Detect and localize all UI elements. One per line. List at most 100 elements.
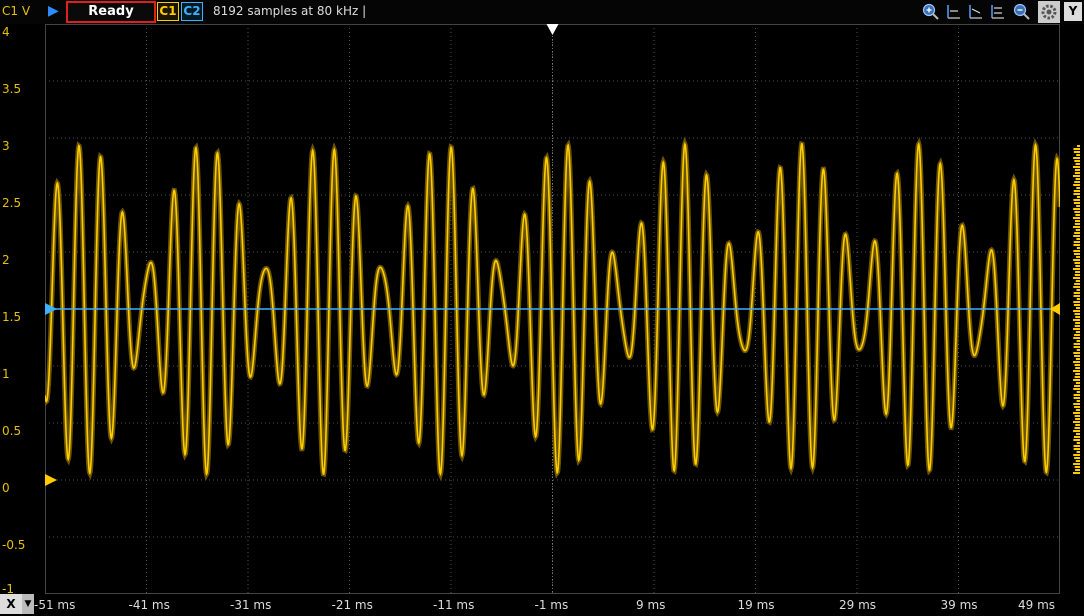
histogram-tick — [1073, 439, 1080, 441]
histogram-tick — [1075, 373, 1080, 375]
histogram-tick — [1073, 226, 1080, 228]
c1-trigger-level-marker — [1050, 303, 1060, 315]
histogram-tick — [1073, 430, 1080, 432]
histogram-tick — [1073, 175, 1080, 177]
y-tick-label: 3 — [2, 139, 10, 153]
histogram-tick — [1074, 181, 1080, 183]
x-tick-label: -31 ms — [230, 598, 272, 612]
x-tick-label: -41 ms — [128, 598, 170, 612]
histogram-tick — [1073, 199, 1080, 201]
y-tick-label: -0.5 — [2, 538, 26, 552]
y-tick-label: 3.5 — [2, 82, 22, 96]
histogram-tick — [1075, 469, 1080, 471]
x-tick-label: -11 ms — [433, 598, 475, 612]
histogram-tick — [1073, 337, 1080, 339]
histogram-tick — [1073, 151, 1080, 153]
histogram-tick — [1076, 289, 1080, 291]
histogram-tick — [1073, 193, 1080, 195]
histogram-tick — [1075, 178, 1080, 180]
histogram-tick — [1073, 310, 1080, 312]
histogram-tick — [1073, 244, 1080, 246]
histogram-tick — [1074, 172, 1080, 174]
trigger-time-marker — [546, 24, 559, 35]
histogram-tick — [1073, 208, 1080, 210]
traces — [45, 24, 1060, 486]
zoom-out-icon[interactable] — [1013, 3, 1031, 21]
y-tick-label: 2 — [2, 253, 10, 267]
histogram-tick — [1074, 274, 1080, 276]
status-button[interactable]: Ready — [66, 1, 156, 23]
histogram-tick — [1075, 409, 1080, 411]
histogram-tick — [1073, 412, 1080, 414]
histogram-tick — [1076, 340, 1080, 342]
y-tick-label: 0.5 — [2, 424, 22, 438]
histogram-tick — [1075, 433, 1080, 435]
histogram-tick — [1073, 295, 1080, 297]
histogram-tick — [1075, 382, 1080, 384]
histogram-tick — [1075, 271, 1080, 273]
histogram-tick — [1073, 445, 1080, 447]
histogram-tick — [1073, 148, 1080, 150]
y-tick-label: 2.5 — [2, 196, 22, 210]
x-axis-button[interactable]: X — [0, 594, 22, 614]
histogram-tick — [1077, 145, 1080, 147]
histogram-tick — [1075, 331, 1080, 333]
histogram-tick — [1075, 367, 1080, 369]
c1-channel-button[interactable]: C1 — [157, 2, 179, 21]
cursor-b-icon[interactable] — [966, 3, 984, 21]
histogram-tick — [1074, 283, 1080, 285]
histogram-tick — [1076, 349, 1080, 351]
histogram-tick — [1074, 415, 1080, 417]
histogram-tick — [1073, 379, 1080, 381]
histogram-tick — [1076, 247, 1080, 249]
histogram-tick — [1073, 304, 1080, 306]
run-arrow-icon[interactable]: ▶ — [48, 3, 59, 19]
histogram-tick — [1076, 400, 1080, 402]
histogram-tick — [1073, 190, 1080, 192]
histogram-tick — [1073, 454, 1080, 456]
y-axis-button[interactable]: Y — [1064, 2, 1082, 21]
scope-plot[interactable] — [45, 24, 1060, 594]
histogram-tick — [1076, 256, 1080, 258]
samples-info: 8192 samples at 80 kHz | — [213, 4, 367, 18]
histogram-tick — [1073, 259, 1080, 261]
histogram-tick — [1074, 313, 1080, 315]
histogram-tick — [1074, 262, 1080, 264]
histogram-tick — [1074, 466, 1080, 468]
histogram-tick — [1073, 388, 1080, 390]
histogram-tick — [1073, 292, 1080, 294]
c2-level-marker — [45, 303, 57, 315]
histogram-tick — [1075, 358, 1080, 360]
y-tick-label: -1 — [2, 582, 14, 596]
x-tick-label: 39 ms — [940, 598, 978, 612]
histogram-tick — [1076, 307, 1080, 309]
histogram-tick — [1073, 253, 1080, 255]
cursor-ab-icon[interactable] — [988, 3, 1006, 21]
y-tick-label: 1.5 — [2, 310, 22, 324]
x-tick-label: -1 ms — [534, 598, 569, 612]
histogram-tick — [1074, 355, 1080, 357]
zoom-in-icon[interactable] — [922, 3, 940, 21]
x-axis-dropdown-icon[interactable]: ▼ — [22, 594, 34, 614]
histogram-tick — [1073, 157, 1080, 159]
histogram-tick — [1073, 346, 1080, 348]
histogram-tick — [1076, 391, 1080, 393]
histogram-tick — [1073, 277, 1080, 279]
histogram-tick — [1073, 361, 1080, 363]
histogram-tick — [1073, 250, 1080, 252]
histogram-tick — [1073, 268, 1080, 270]
histogram-tick — [1073, 448, 1080, 450]
histogram-tick — [1073, 421, 1080, 423]
histogram-tick — [1074, 220, 1080, 222]
c2-channel-button[interactable]: C2 — [181, 2, 203, 21]
histogram-tick — [1075, 322, 1080, 324]
channel-unit-label: C1 V — [2, 4, 31, 18]
cursor-a-icon[interactable] — [944, 3, 962, 21]
histogram-tick — [1073, 301, 1080, 303]
histogram-tick — [1074, 364, 1080, 366]
histogram-tick — [1075, 280, 1080, 282]
histogram-tick — [1074, 385, 1080, 387]
histogram-tick — [1074, 211, 1080, 213]
settings-gear-icon[interactable] — [1038, 1, 1060, 23]
y-tick-label: 0 — [2, 481, 10, 495]
